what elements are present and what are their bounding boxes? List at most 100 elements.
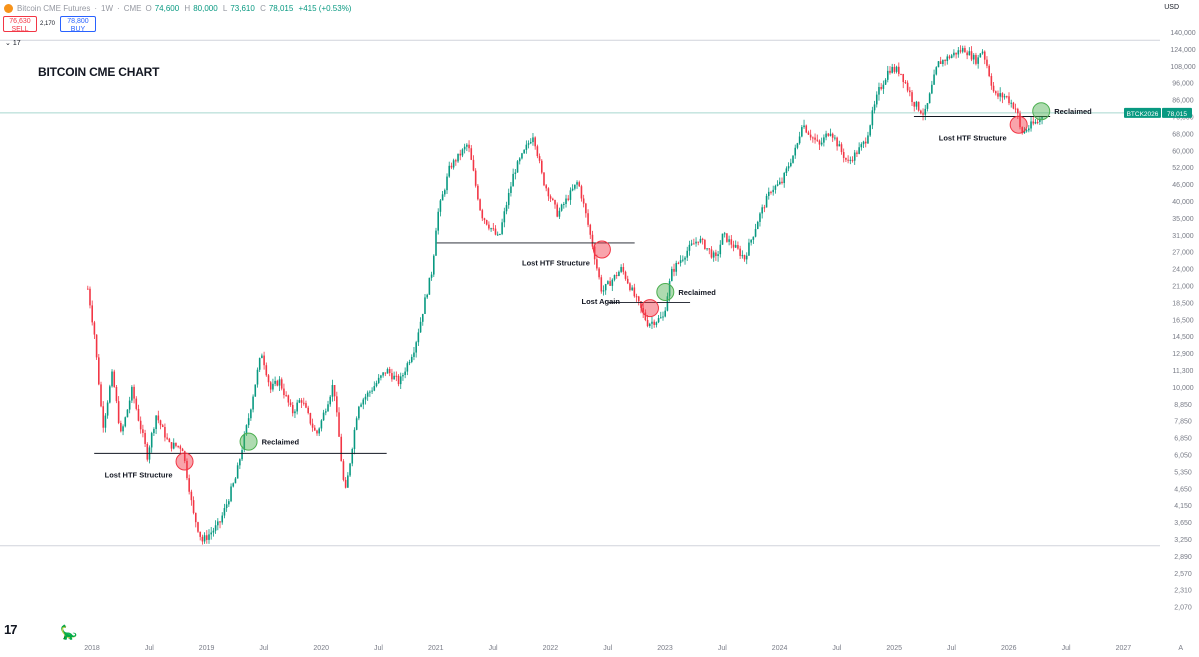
- candle-body: [873, 104, 876, 111]
- candle-body: [300, 400, 303, 403]
- candle-body: [988, 65, 990, 77]
- candle-body: [349, 463, 351, 476]
- candle-body: [682, 259, 684, 261]
- candle-body: [532, 137, 534, 143]
- candle-body: [120, 422, 122, 432]
- currency-selector[interactable]: USD: [1164, 4, 1179, 11]
- candle-body: [942, 60, 944, 65]
- tradingview-logo-icon[interactable]: 17: [4, 622, 18, 637]
- candle-body: [507, 192, 510, 206]
- candle-body: [263, 355, 265, 366]
- x-tick-label: Jul: [1062, 645, 1071, 652]
- candle-body: [926, 103, 929, 109]
- candle-body: [770, 191, 772, 193]
- candle-body: [1001, 93, 1004, 98]
- lost-marker[interactable]: [1009, 115, 1028, 134]
- buy-button[interactable]: 78,800 BUY: [60, 16, 96, 33]
- candle-body: [790, 162, 792, 167]
- candle-body: [311, 423, 314, 428]
- candle-body: [831, 133, 834, 138]
- candle-body: [175, 442, 177, 446]
- annotation-label: Reclaimed: [262, 438, 300, 447]
- symbol-tag: [1124, 107, 1161, 118]
- candle-body: [95, 334, 98, 358]
- candle-body: [882, 84, 885, 89]
- lost-marker[interactable]: [175, 452, 194, 471]
- candle-body: [430, 274, 433, 278]
- candle-body: [252, 396, 254, 410]
- candle-body: [693, 243, 695, 245]
- candle-body: [408, 361, 411, 364]
- candle-body: [338, 412, 340, 437]
- candle-body: [906, 82, 909, 91]
- candle-body: [796, 143, 799, 148]
- candle-body: [734, 245, 737, 248]
- candle-body: [424, 297, 426, 314]
- candle-body: [256, 369, 259, 385]
- annotation-label: Lost HTF Structure: [105, 470, 173, 479]
- candle-body: [377, 377, 380, 383]
- candle-body: [448, 165, 451, 177]
- candle-body: [157, 415, 160, 421]
- candle-body: [485, 220, 488, 225]
- candle-body: [336, 396, 338, 413]
- annotation-label: Lost HTF Structure: [939, 134, 1007, 143]
- candle-body: [410, 356, 413, 362]
- y-tick-label: 96,000: [1172, 81, 1194, 88]
- candle-body: [986, 59, 988, 66]
- reclaimed-marker[interactable]: [239, 432, 258, 451]
- lost-marker[interactable]: [640, 299, 659, 318]
- candle-body: [730, 239, 733, 245]
- sell-button[interactable]: 76,630 SELL: [3, 16, 37, 33]
- candle-body: [827, 133, 830, 136]
- last-price-value: 78,015: [1167, 111, 1187, 118]
- candle-body: [719, 244, 722, 255]
- interval[interactable]: 1W: [101, 3, 114, 13]
- open-value: 74,600: [154, 3, 180, 13]
- candle-body: [505, 205, 508, 212]
- candle-body: [155, 415, 157, 430]
- candle-body: [212, 530, 215, 533]
- candle-body: [778, 181, 781, 185]
- candle-body: [805, 125, 808, 133]
- candle-body: [223, 508, 226, 516]
- candle-body: [488, 224, 490, 229]
- indicators-toggle[interactable]: ⌄ 17: [5, 39, 21, 47]
- y-tick-label: 16,500: [1172, 317, 1194, 324]
- candle-body: [214, 525, 217, 531]
- x-tick-label: 2023: [657, 645, 673, 652]
- candle-body: [959, 50, 962, 52]
- y-tick-label: 5,350: [1174, 469, 1192, 476]
- candle-body: [1036, 121, 1039, 123]
- candle-body: [937, 61, 940, 68]
- last-price-tag: [1162, 107, 1192, 118]
- candle-body: [710, 249, 713, 258]
- candle-body: [655, 322, 658, 325]
- candle-body: [494, 228, 497, 235]
- candle-body: [362, 399, 365, 405]
- candle-body: [521, 153, 523, 159]
- candle-body: [913, 102, 916, 107]
- y-tick-label: 27,000: [1172, 250, 1194, 257]
- reclaimed-marker[interactable]: [656, 283, 675, 302]
- candle-body: [871, 110, 874, 126]
- candle-body: [983, 51, 986, 60]
- reclaimed-marker[interactable]: [1032, 102, 1051, 121]
- candle-body: [322, 412, 325, 421]
- x-tick-label: 2025: [886, 645, 902, 652]
- candle-body: [860, 144, 863, 148]
- candle-body: [686, 250, 689, 258]
- lost-marker[interactable]: [592, 240, 611, 259]
- candle-body: [287, 395, 290, 403]
- candle-body: [754, 229, 757, 237]
- candle-body: [135, 398, 138, 409]
- candle-body: [737, 245, 739, 249]
- candle-body: [953, 52, 955, 56]
- candle-body: [968, 51, 971, 56]
- symbol-tag-text: BTCK2026: [1127, 111, 1159, 118]
- symbol-name[interactable]: Bitcoin CME Futures: [17, 3, 91, 13]
- candle-body: [426, 294, 428, 298]
- candle-body: [413, 352, 415, 357]
- candle-body: [104, 415, 107, 428]
